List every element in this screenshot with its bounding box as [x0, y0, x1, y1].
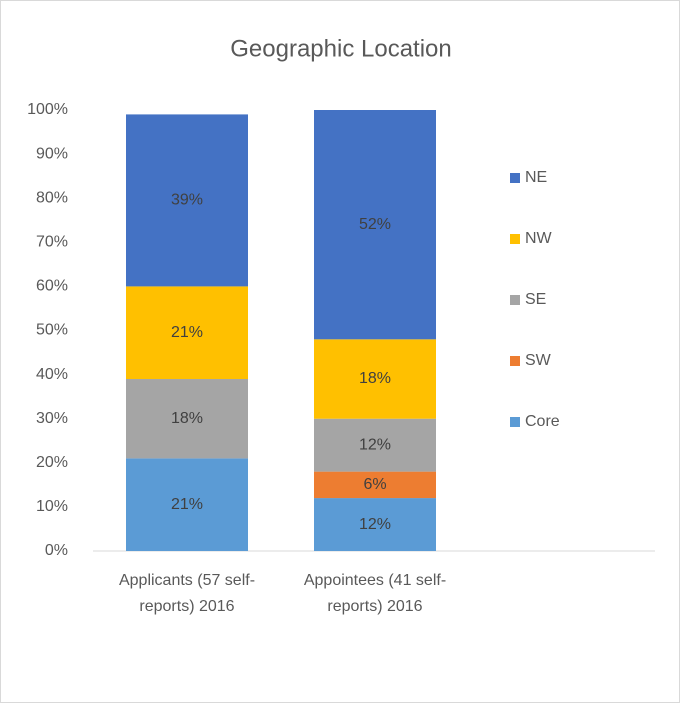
y-tick-label: 40% — [36, 366, 68, 383]
legend-swatch — [510, 417, 520, 427]
x-tick-label: Appointees (41 self-reports) 2016 — [303, 572, 447, 615]
data-label: 12% — [359, 436, 391, 453]
data-label: 52% — [359, 216, 391, 233]
y-tick-label: 20% — [36, 454, 68, 471]
legend-swatch — [510, 356, 520, 366]
data-label: 21% — [171, 496, 203, 513]
data-label: 18% — [171, 410, 203, 427]
bar-segment — [126, 458, 248, 551]
y-tick-label: 10% — [36, 498, 68, 515]
legend-label: NE — [525, 169, 547, 186]
data-label: 6% — [363, 476, 386, 493]
bar-segment — [314, 339, 436, 419]
data-label: 12% — [359, 516, 391, 533]
y-tick-label: 60% — [36, 278, 68, 295]
legend-swatch — [510, 234, 520, 244]
y-tick-label: 70% — [36, 234, 68, 251]
data-label: 39% — [171, 192, 203, 209]
y-tick-label: 50% — [36, 322, 68, 339]
data-label: 21% — [171, 324, 203, 341]
legend-label: SW — [525, 352, 552, 369]
chart-title: Geographic Location — [230, 35, 451, 62]
y-tick-label: 30% — [36, 410, 68, 427]
x-tick-label: Applicants (57 self-reports) 2016 — [118, 572, 256, 615]
bar-segment — [314, 498, 436, 551]
bar-segment — [126, 286, 248, 380]
data-label: 18% — [359, 370, 391, 387]
y-tick-label: 90% — [36, 145, 68, 162]
legend-swatch — [510, 173, 520, 183]
y-tick-label: 100% — [27, 101, 68, 118]
y-tick-label: 80% — [36, 189, 68, 206]
bar-segment — [126, 379, 248, 459]
legend-label: SE — [525, 291, 546, 308]
bar-segment — [314, 418, 436, 472]
y-tick-label: 0% — [45, 542, 68, 559]
bar-segment — [126, 114, 248, 287]
legend-label: Core — [525, 413, 560, 430]
bar-segment — [314, 471, 436, 499]
bar-segment — [314, 110, 436, 340]
legend-swatch — [510, 295, 520, 305]
legend-label: NW — [525, 230, 553, 247]
